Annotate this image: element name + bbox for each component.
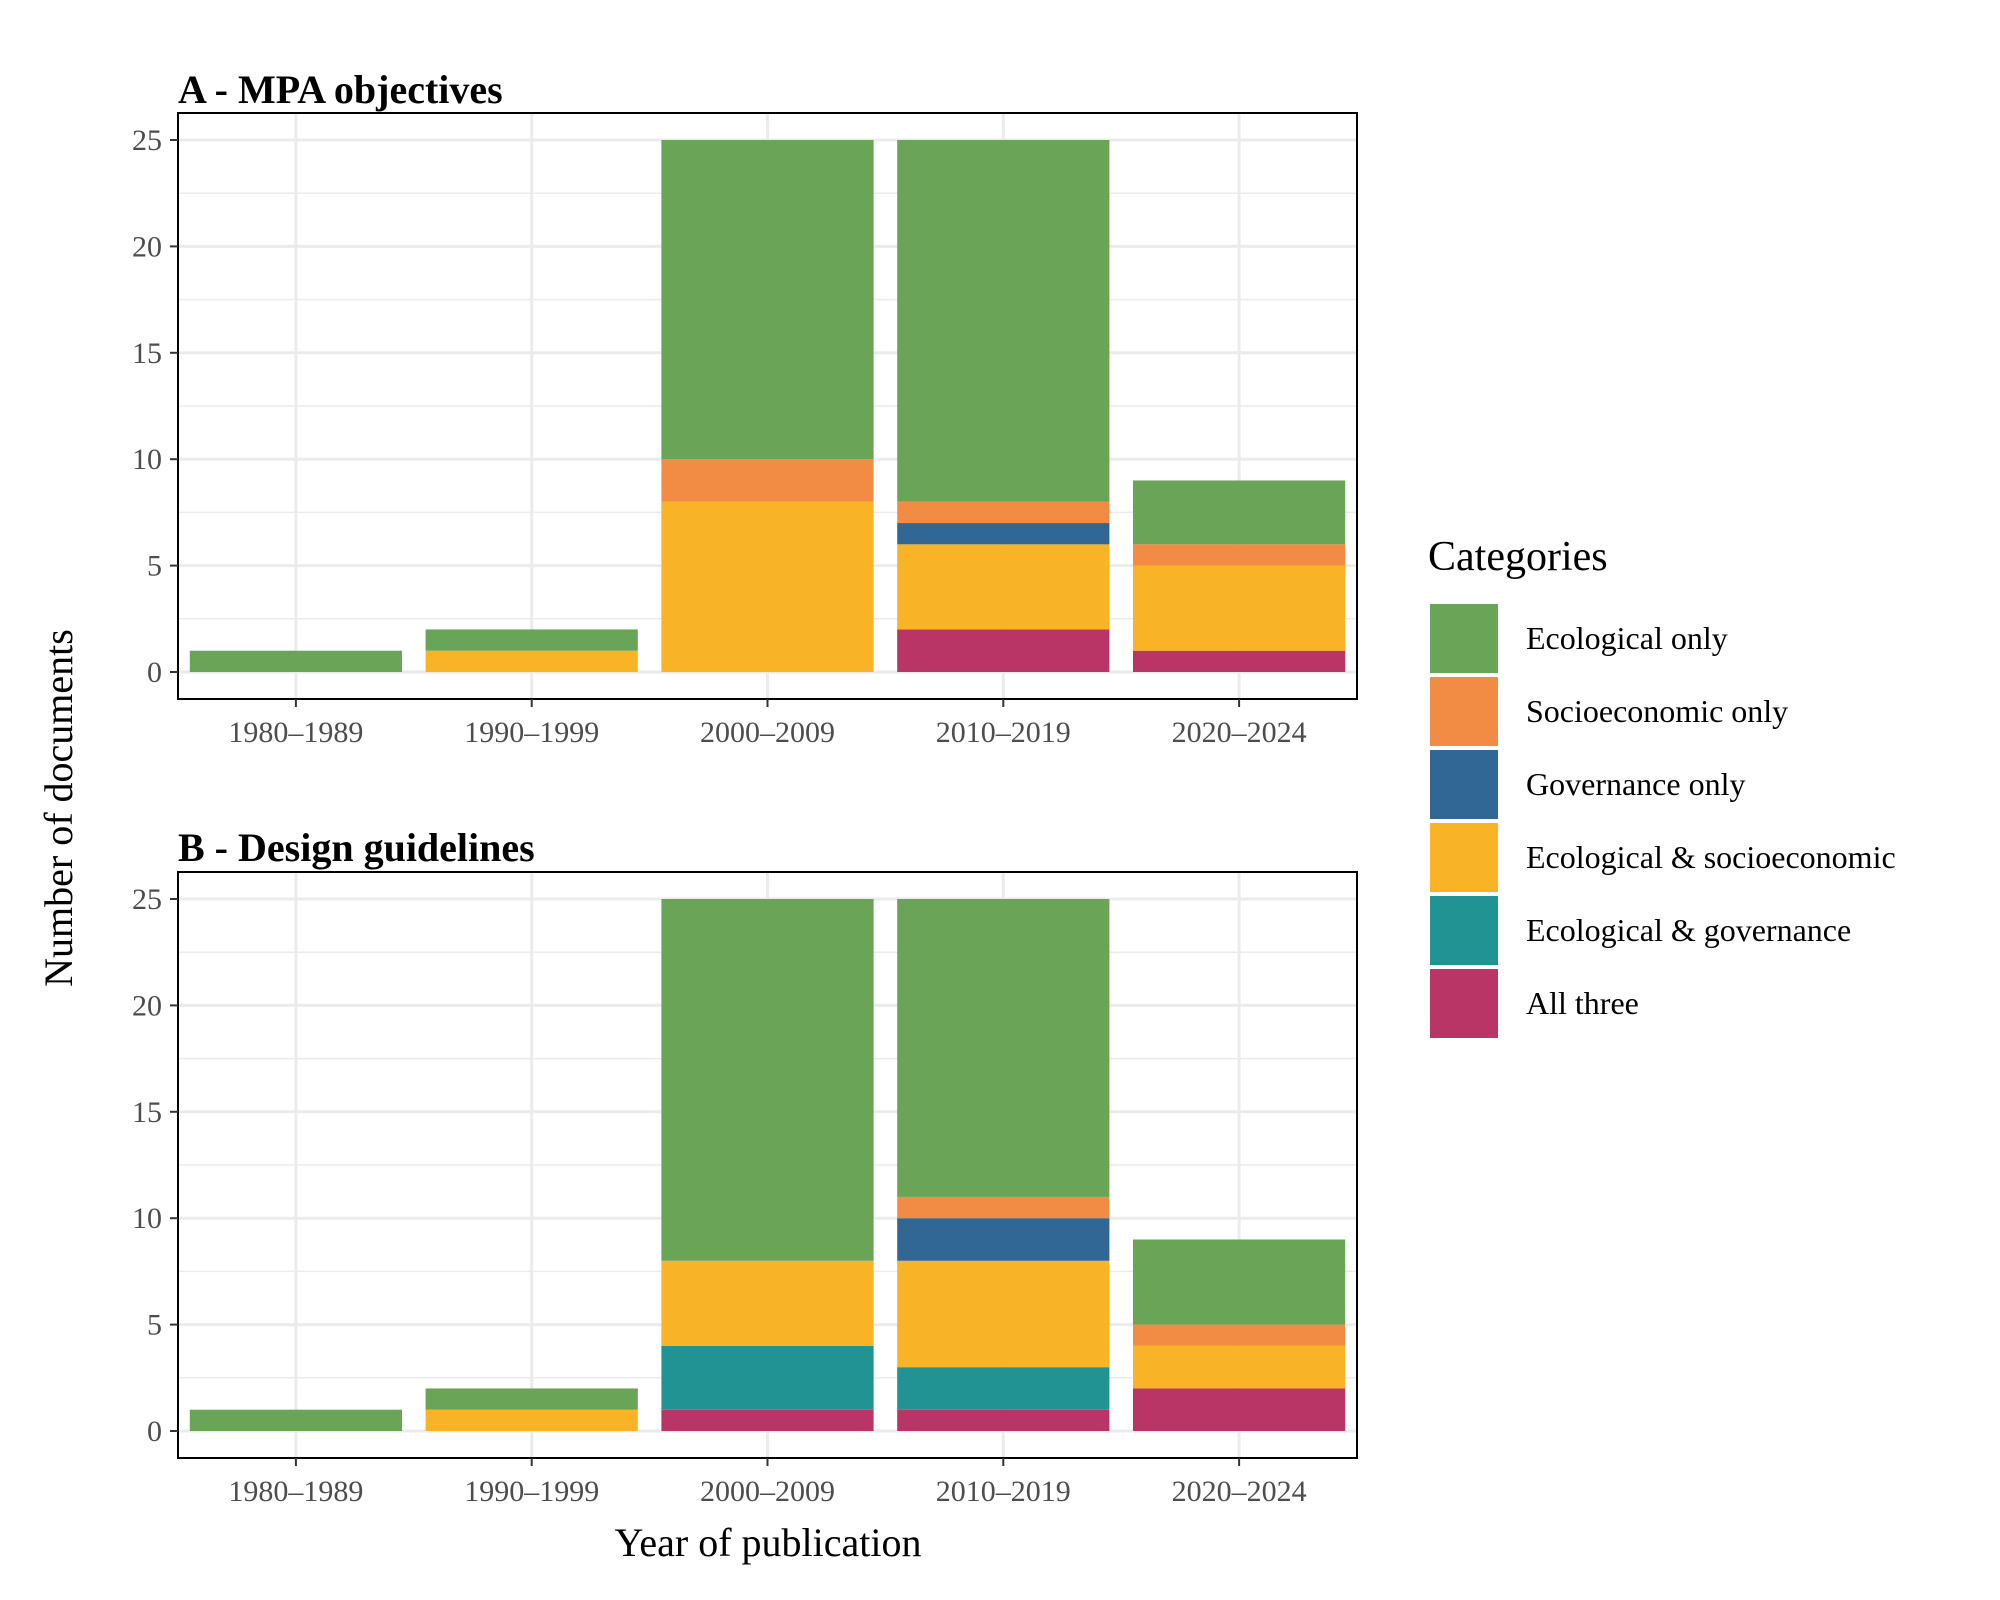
bar-2020-2024-ecological-and-socioeconomic [1132,1345,1346,1389]
bar-2020-2024-all-three [1132,650,1346,672]
y-tick-label: 15 [132,337,162,370]
legend: Categories Ecological only Socioeconomic … [1428,534,1896,1038]
y-tick-label: 25 [132,124,162,157]
legend-label-governance-only: Governance only [1526,766,1745,802]
bar-2010-2019-all-three [897,629,1110,672]
y-tick-label: 5 [147,1309,162,1342]
x-tick-label: 2010–2019 [936,1475,1071,1508]
legend-label-all-three: All three [1526,985,1639,1021]
bar-1980-1989-ecological-only [189,1409,403,1431]
x-tick-label: 1990–1999 [464,1475,599,1508]
bar-2010-2019-socioeconomic-only [897,1196,1110,1219]
legend-swatch-socioeconomic-only [1430,677,1498,746]
y-tick-label: 20 [132,230,162,263]
bar-2000-2009-ecological-only [661,140,874,460]
x-tick-label: 1990–1999 [464,716,599,749]
bar-1990-1999-ecological-only [425,629,638,651]
bar-2020-2024-ecological-and-socioeconomic [1132,565,1346,651]
bar-2010-2019-ecological-only [897,899,1110,1197]
x-tick-label: 2000–2009 [700,1475,835,1508]
y-tick-label: 0 [147,656,162,689]
legend-label-ecological-and-socioeconomic: Ecological & socioeconomic [1526,839,1896,875]
x-tick-label: 1980–1989 [228,716,363,749]
bar-1990-1999-ecological-only [425,1388,638,1410]
bar-2000-2009-ecological-and-governance [661,1345,874,1410]
x-axis-title: Year of publication [615,1520,922,1565]
legend-label-ecological-only: Ecological only [1526,620,1728,656]
chart-panel-b: 0 5 10 15 20 25 1980–1989 1990–1999 2000–2009 201… [132,825,1358,1508]
bar-1980-1989-ecological-only [189,650,403,672]
bar-2010-2019-socioeconomic-only [897,501,1110,524]
bar-2000-2009-socioeconomic-only [661,459,874,502]
legend-title: Categories [1428,534,1608,580]
panel-title: B - Design guidelines [178,825,535,870]
legend-label-socioeconomic-only: Socioeconomic only [1526,693,1788,729]
x-tick-label: 2010–2019 [936,716,1071,749]
y-tick-label: 10 [132,1202,162,1235]
y-tick-label: 20 [132,989,162,1022]
y-tick-label: 10 [132,443,162,476]
x-tick-label: 2000–2009 [700,716,835,749]
legend-swatch-governance-only [1430,750,1498,819]
y-tick-label: 15 [132,1096,162,1129]
legend-swatch-ecological-only [1430,604,1498,673]
bar-2010-2019-ecological-and-socioeconomic [897,1260,1110,1368]
x-tick-label: 2020–2024 [1172,1475,1307,1508]
bar-2020-2024-socioeconomic-only [1132,544,1346,566]
bar-2010-2019-governance-only [897,1218,1110,1261]
bar-2010-2019-ecological-and-socioeconomic [897,544,1110,630]
legend-label-ecological-and-governance: Ecological & governance [1526,912,1851,948]
y-axis-title: Number of documents [36,629,81,987]
bar-2010-2019-governance-only [897,523,1110,545]
y-tick-label: 0 [147,1415,162,1448]
bar-2010-2019-ecological-only [897,140,1110,502]
bar-2020-2024-ecological-only [1132,1239,1346,1325]
bar-2000-2009-ecological-only [661,899,874,1261]
bar-2020-2024-ecological-only [1132,480,1346,545]
bar-2000-2009-ecological-and-socioeconomic [661,1260,874,1346]
legend-swatch-all-three [1430,969,1498,1038]
bar-1990-1999-ecological-and-socioeconomic [425,650,638,672]
bar-2020-2024-all-three [1132,1388,1346,1431]
bar-1990-1999-ecological-and-socioeconomic [425,1409,638,1431]
x-tick-label: 1980–1989 [228,1475,363,1508]
bar-2000-2009-ecological-and-socioeconomic [661,501,874,672]
bar-2000-2009-all-three [661,1409,874,1431]
legend-swatch-ecological-and-socioeconomic [1430,823,1498,892]
bar-2010-2019-ecological-and-governance [897,1367,1110,1410]
legend-swatch-ecological-and-governance [1430,896,1498,965]
y-tick-label: 5 [147,550,162,583]
bar-2020-2024-socioeconomic-only [1132,1324,1346,1346]
chart-panel-a: 0 5 10 15 20 25 1980–1989 1990–1999 2000–2009 201… [132,67,1358,749]
bar-2010-2019-all-three [897,1409,1110,1431]
panel-title: A - MPA objectives [178,67,503,112]
y-tick-label: 25 [132,883,162,916]
x-tick-label: 2020–2024 [1172,716,1307,749]
